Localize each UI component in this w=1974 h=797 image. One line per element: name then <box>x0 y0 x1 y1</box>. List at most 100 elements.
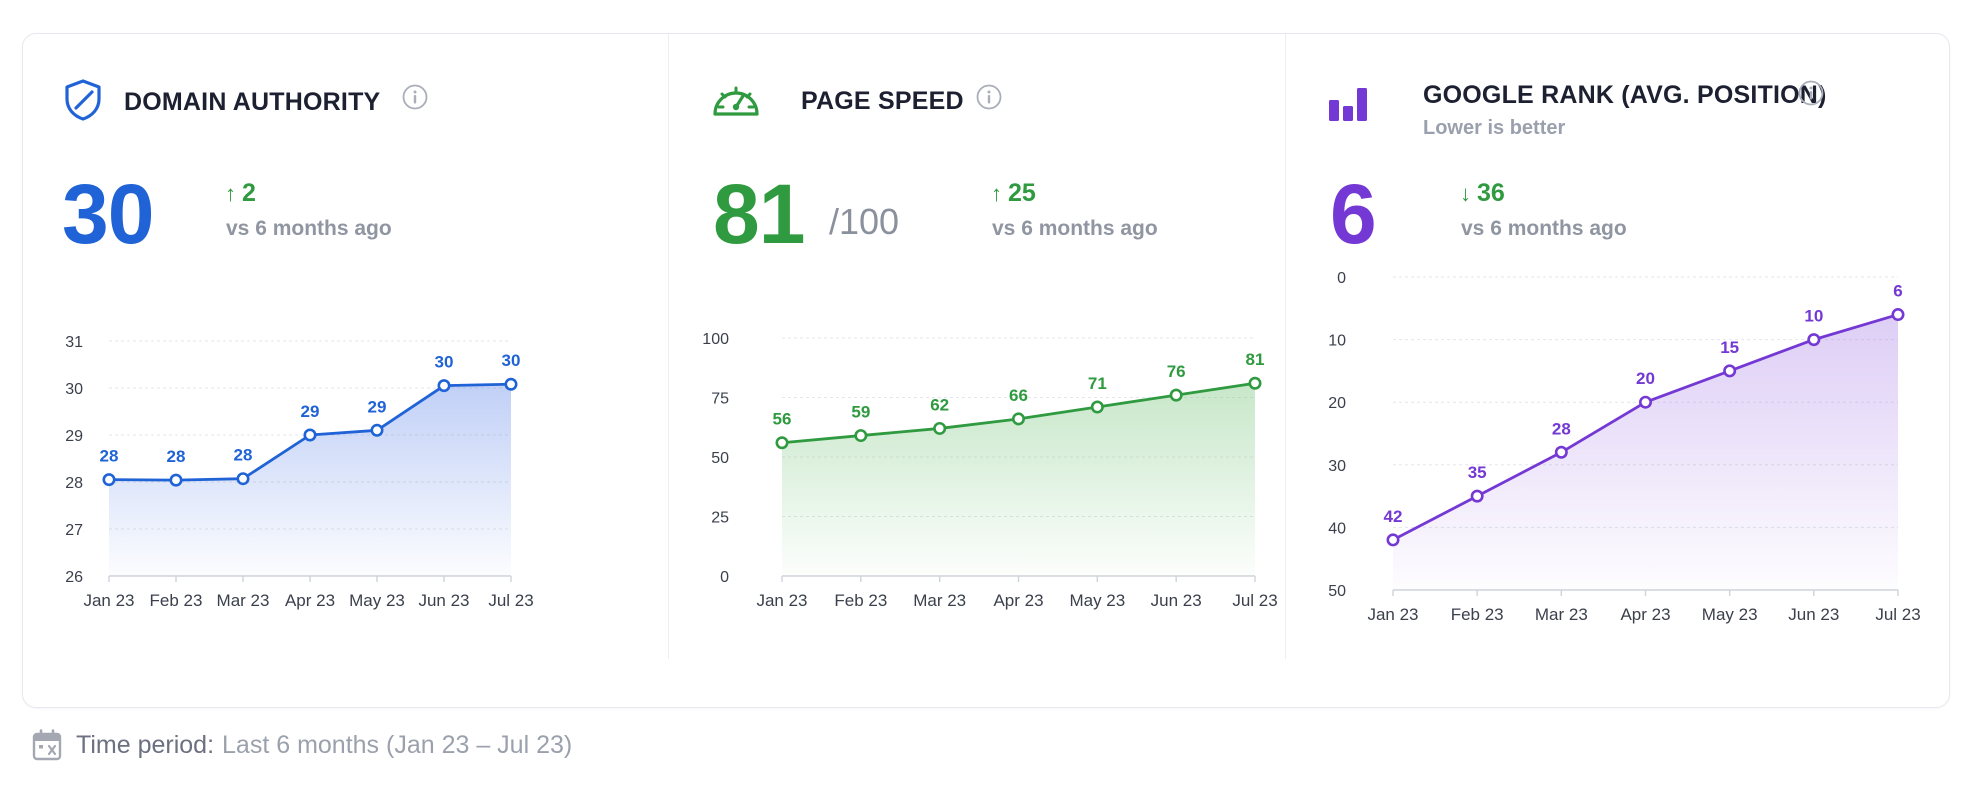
series-area <box>1393 314 1898 590</box>
x-tick-label: Feb 23 <box>1451 605 1504 624</box>
x-tick-label: May 23 <box>1702 605 1758 624</box>
data-label: 62 <box>930 395 949 414</box>
x-tick-label: Jul 23 <box>488 591 533 610</box>
data-point <box>102 473 116 487</box>
delta-value: 2 <box>242 179 256 207</box>
google-rank-chart: 0 10 20 30 40 50 Jan 23 Feb 23 Mar 23 Apr 23 May 2… <box>1328 270 1920 624</box>
page-speed-chart: 0 25 50 75 100 Jan 23 Feb 23 Mar 23 Apr 23 May 23… <box>702 331 1277 610</box>
x-tick-label: Apr 23 <box>993 591 1043 610</box>
delta-indicator: ↑ 25 <box>991 179 1036 208</box>
x-tick-label: Feb 23 <box>150 591 203 610</box>
y-tick-label: 31 <box>65 334 83 351</box>
data-point <box>1807 333 1821 347</box>
data-label: 29 <box>301 402 320 421</box>
x-tick-label: Mar 23 <box>1535 605 1588 624</box>
panel-title: DOMAIN AUTHORITY <box>124 88 381 116</box>
x-tick-label: Apr 23 <box>285 591 335 610</box>
x-tick-label: Mar 23 <box>217 591 270 610</box>
data-label: 76 <box>1167 362 1186 381</box>
metric-value: 30 <box>62 167 154 261</box>
series-area <box>782 383 1255 576</box>
y-tick-label: 26 <box>65 569 83 586</box>
x-tick-label: Jul 23 <box>1875 605 1920 624</box>
time-period-label: Time period: <box>76 730 215 759</box>
data-point <box>1248 376 1262 390</box>
x-tick-label: Feb 23 <box>834 591 887 610</box>
y-tick-label: 75 <box>711 391 729 408</box>
info-icon[interactable] <box>1798 80 1824 106</box>
x-tick-label: May 23 <box>1069 591 1125 610</box>
delta-note: vs 6 months ago <box>226 217 392 240</box>
data-label: 28 <box>1552 419 1571 438</box>
y-tick-label: 30 <box>65 381 83 398</box>
data-point <box>437 379 451 393</box>
seo-metrics-card: DOMAIN AUTHORITY 30 ↑ 2 vs 6 months ago 2… <box>22 33 1950 708</box>
data-label: 28 <box>167 447 186 466</box>
data-label: 56 <box>773 410 792 429</box>
x-tick-label: May 23 <box>349 591 405 610</box>
x-tick-label: Apr 23 <box>1620 605 1670 624</box>
arrow-up-icon: ↑ <box>225 181 236 206</box>
panel-title: GOOGLE RANK (AVG. POSITION) <box>1423 81 1827 109</box>
y-tick-label: 20 <box>1328 395 1346 412</box>
data-label: 29 <box>368 397 387 416</box>
data-label: 59 <box>851 403 870 422</box>
y-tick-label: 40 <box>1328 520 1346 537</box>
data-label: 71 <box>1088 374 1107 393</box>
y-tick-label: 100 <box>702 331 729 348</box>
arrow-down-icon: ↓ <box>1460 181 1471 206</box>
x-tick-label: Jun 23 <box>1151 591 1202 610</box>
calendar-icon <box>32 729 62 761</box>
data-label: 15 <box>1720 338 1739 357</box>
data-point <box>1638 395 1652 409</box>
data-point <box>1169 388 1183 402</box>
data-label: 35 <box>1468 463 1487 482</box>
domain-authority-chart: 26 27 28 29 30 31 Jan 23 Feb 23 Mar 23 Apr 23 May … <box>65 334 533 610</box>
arrow-up-icon: ↑ <box>991 181 1002 206</box>
y-tick-label: 27 <box>65 522 83 539</box>
data-point <box>504 377 518 391</box>
delta-indicator: ↑ 2 <box>225 179 256 208</box>
time-period-value: Last 6 months (Jan 23 – Jul 23) <box>222 730 573 759</box>
data-point <box>236 472 250 486</box>
page-speed-panel: PAGE SPEED 81 /100 ↑ 25 vs 6 months ago 0… <box>669 34 1285 707</box>
x-tick-label: Jan 23 <box>1367 605 1418 624</box>
data-label: 10 <box>1804 307 1823 326</box>
metric-value: 6 <box>1330 167 1377 261</box>
shield-icon <box>65 79 101 121</box>
data-label: 28 <box>100 447 119 466</box>
data-point <box>370 423 384 437</box>
info-icon[interactable] <box>976 84 1002 110</box>
panel-divider <box>1285 34 1286 659</box>
data-point <box>933 421 947 435</box>
data-label: 6 <box>1893 282 1902 301</box>
data-point <box>303 428 317 442</box>
x-tick-label: Jan 23 <box>756 591 807 610</box>
y-tick-label: 30 <box>1328 458 1346 475</box>
y-tick-label: 28 <box>65 475 83 492</box>
data-point <box>1386 533 1400 547</box>
speedometer-icon <box>713 86 759 116</box>
data-label: 42 <box>1384 507 1403 526</box>
panel-title: PAGE SPEED <box>801 87 964 115</box>
data-point <box>1470 489 1484 503</box>
data-point <box>1554 445 1568 459</box>
data-point <box>169 473 183 487</box>
data-label: 30 <box>502 351 521 370</box>
panel-subtitle: Lower is better <box>1423 117 1566 139</box>
data-point <box>1090 400 1104 414</box>
metric-suffix: /100 <box>829 201 900 242</box>
delta-note: vs 6 months ago <box>1461 217 1627 240</box>
data-label: 66 <box>1009 386 1028 405</box>
data-point <box>775 436 789 450</box>
data-point <box>1891 308 1905 322</box>
data-point <box>1723 364 1737 378</box>
data-point <box>854 429 868 443</box>
info-icon[interactable] <box>402 84 428 110</box>
x-tick-label: Jan 23 <box>83 591 134 610</box>
x-tick-label: Jul 23 <box>1232 591 1277 610</box>
y-tick-label: 0 <box>720 569 729 586</box>
metric-value: 81 <box>713 167 805 261</box>
domain-authority-panel: DOMAIN AUTHORITY 30 ↑ 2 vs 6 months ago 2… <box>23 34 668 707</box>
series-area <box>109 384 511 576</box>
